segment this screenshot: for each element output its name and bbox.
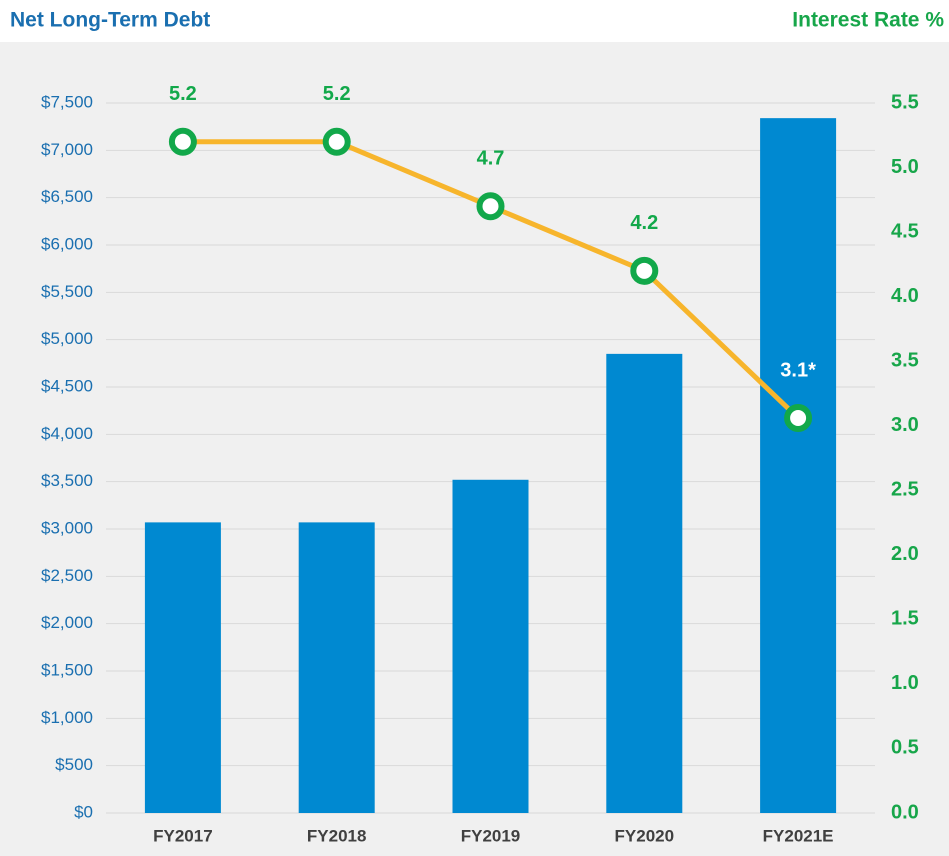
y2-tick-label: 1.0 <box>891 672 919 694</box>
y2-tick-label: 1.5 <box>891 608 919 630</box>
bar <box>606 353 683 813</box>
y-tick-label: $5,000 <box>41 329 93 348</box>
data-label: 5.2 <box>323 83 351 105</box>
y2-tick-label: 0.5 <box>891 737 919 759</box>
y2-tick-label: 3.5 <box>891 349 919 371</box>
x-tick-label: FY2018 <box>307 826 367 845</box>
data-label: 5.2 <box>169 83 197 105</box>
bar <box>144 522 221 813</box>
y2-tick-label: 5.0 <box>891 156 919 178</box>
y-tick-label: $7,500 <box>41 92 93 111</box>
data-label: 3.1* <box>780 359 816 381</box>
y2-tick-label: 2.0 <box>891 543 919 565</box>
x-tick-label: FY2017 <box>153 826 213 845</box>
y-tick-label: $2,000 <box>41 613 93 632</box>
y2-tick-label: 4.5 <box>891 220 919 242</box>
line-marker <box>322 127 351 156</box>
y2-axis-title: Interest Rate % <box>792 9 944 32</box>
y-tick-label: $5,500 <box>41 282 93 301</box>
line-marker <box>476 192 505 221</box>
y-tick-label: $0 <box>74 802 93 821</box>
line-marker <box>168 127 197 156</box>
y-tick-label: $3,000 <box>41 518 93 537</box>
bar <box>452 479 529 813</box>
y2-tick-label: 3.0 <box>891 414 919 436</box>
bar <box>298 522 375 813</box>
x-tick-label: FY2020 <box>615 826 675 845</box>
y2-tick-label: 5.5 <box>891 91 919 113</box>
data-label: 4.7 <box>477 148 505 170</box>
y-tick-label: $4,000 <box>41 424 93 443</box>
line-marker <box>630 256 659 285</box>
y-tick-label: $1,500 <box>41 660 93 679</box>
y-tick-label: $6,500 <box>41 187 93 206</box>
data-label: 4.2 <box>630 212 658 234</box>
y2-tick-label: 4.0 <box>891 285 919 307</box>
y-tick-label: $2,500 <box>41 566 93 585</box>
y2-tick-label: 0.0 <box>891 801 919 823</box>
y2-tick-label: 2.5 <box>891 479 919 501</box>
y-tick-label: $1,000 <box>41 708 93 727</box>
x-tick-label: FY2019 <box>461 826 521 845</box>
y-tick-label: $4,500 <box>41 376 93 395</box>
x-tick-label: FY2021E <box>763 826 834 845</box>
y-tick-label: $6,000 <box>41 234 93 253</box>
line-marker <box>784 403 813 432</box>
y-axis-title: Net Long-Term Debt <box>10 9 210 32</box>
y-tick-label: $3,500 <box>41 471 93 490</box>
bar <box>760 118 837 813</box>
y-tick-label: $500 <box>55 755 93 774</box>
y-tick-label: $7,000 <box>41 140 93 159</box>
